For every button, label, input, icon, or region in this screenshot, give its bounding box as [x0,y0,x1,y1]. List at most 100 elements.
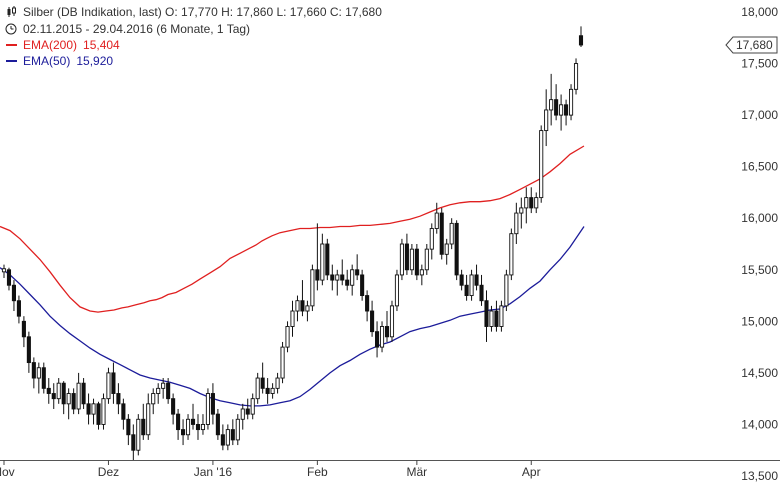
candle-body-down [360,274,365,297]
x-axis: Nov Dez Jan '16 Feb Mär Apr [0,460,541,479]
candle [524,187,529,224]
candle-body-down [96,403,101,425]
candle [166,378,171,404]
candle [126,414,131,446]
ema200-legend-label: EMA(200) 15,404 [23,38,120,52]
period-text: 02.11.2015 - 29.04.2016 (6 Monate, 1 Tag… [23,22,250,36]
candle-body-up [275,377,280,389]
candle [315,223,320,291]
candle-body-up [434,212,439,229]
candle [146,393,151,440]
candle [544,89,549,147]
candle [494,300,499,332]
candle-body-down [31,362,36,379]
candle [275,372,280,394]
candle [1,264,7,279]
last-price-box [725,36,778,54]
candle-body-up [320,243,325,281]
y-tick-label: 15,000 [741,314,778,328]
ema50-legend-label: EMA(50) 15,920 [23,54,113,68]
candle [265,378,270,404]
y-tick-label: 18,000 [741,5,778,19]
candle [305,300,310,322]
candle-body-up [1,268,7,273]
candle-body-down [564,104,569,116]
candle-body-down [365,295,370,312]
candle [101,393,106,430]
candle-body-up [335,274,340,281]
candle [350,264,355,296]
candle [21,316,26,348]
candle-body-down [181,429,186,436]
candle-body-down [454,222,459,276]
y-tick-label: 13,500 [741,469,778,483]
candle [106,367,111,404]
candle [345,269,350,291]
candle-body-down [111,372,116,394]
candle-body-up [91,403,96,415]
candle [375,321,380,358]
candle [499,300,504,332]
ema200-legend-name: EMA(200) [23,38,77,52]
candle-body-up [156,387,161,394]
candle [504,269,509,312]
candle-body-down [26,336,31,364]
candle [434,202,439,234]
candle-body-down [245,408,250,415]
ema200-legend-value: 15,404 [83,38,120,52]
x-tick-label: Mär [407,465,428,479]
y-tick-label: 15,500 [741,263,778,277]
candle [573,58,579,95]
candle-body-up [161,382,166,389]
candle-body-up [389,305,395,338]
candle-body-down [21,320,26,338]
candle-body-down [265,387,270,394]
candle [399,238,404,281]
candle [384,311,390,342]
candle [404,233,409,275]
candle [240,403,245,430]
candle [61,381,66,415]
candle-body-up [559,104,564,116]
candle [429,223,434,260]
candle [245,398,250,420]
candle [81,378,86,409]
ema50-legend-name: EMA(50) [23,54,70,68]
candle [161,378,166,399]
candle [379,321,385,353]
candle [539,125,544,203]
candle [549,73,554,126]
candle [370,300,375,337]
candle-body-up [305,305,310,312]
candle-body-up [136,418,141,451]
candle-body-up [56,382,61,400]
y-axis: 18,000 17,500 17,000 16,500 16,000 15,500 15,0… [741,5,778,483]
candle [260,362,265,394]
candle-body-down [41,367,46,389]
candle-body-up [539,130,544,199]
candle-body-down [51,393,56,400]
candle [76,372,81,415]
candle [56,378,61,404]
candle [121,398,126,430]
x-tick-label: Dez [98,465,119,479]
y-tick-label: 16,000 [741,211,778,225]
candle-body-up [280,346,285,379]
candle [409,244,414,275]
candle [96,401,101,430]
candle-body-down [494,310,499,327]
candle [459,269,464,291]
candle [394,269,400,312]
candle-body-down [325,243,330,276]
candle-body-up [151,393,156,405]
candle-body-up [499,305,504,327]
x-tick-label: Apr [522,465,541,479]
ema50-layer [0,226,585,407]
last-price-marker: 17,680 [725,36,778,54]
candle [414,244,419,281]
candle [156,383,161,404]
candle-body-up [270,387,275,394]
candle-body-down [166,382,171,400]
candle [509,228,514,281]
candle-body-up [225,429,230,446]
